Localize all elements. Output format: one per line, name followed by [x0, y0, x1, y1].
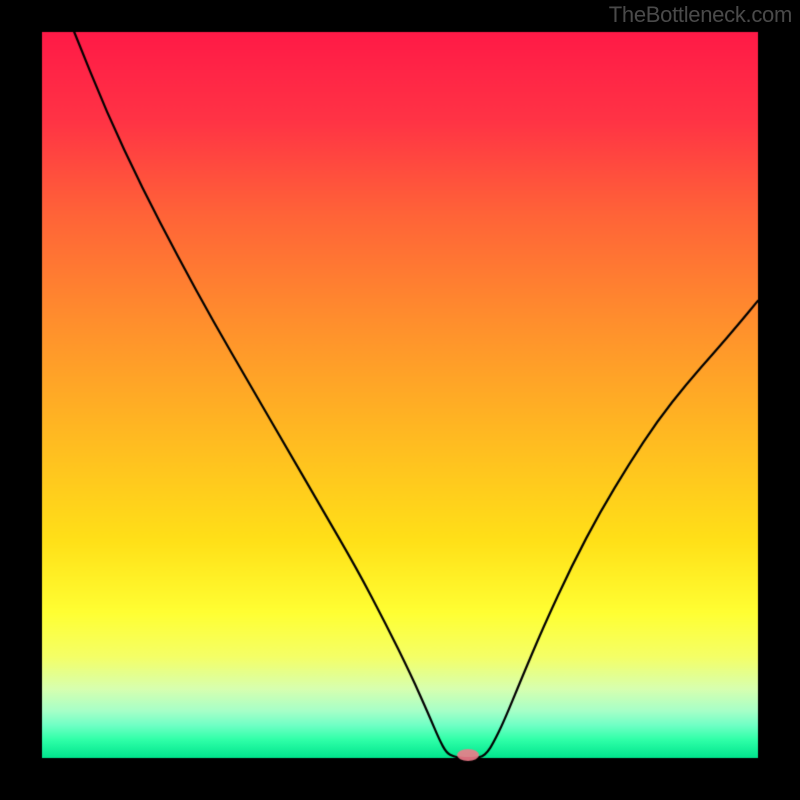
bottleneck-chart [0, 0, 800, 800]
chart-container: TheBottleneck.com [0, 0, 800, 800]
watermark-label: TheBottleneck.com [609, 2, 792, 28]
